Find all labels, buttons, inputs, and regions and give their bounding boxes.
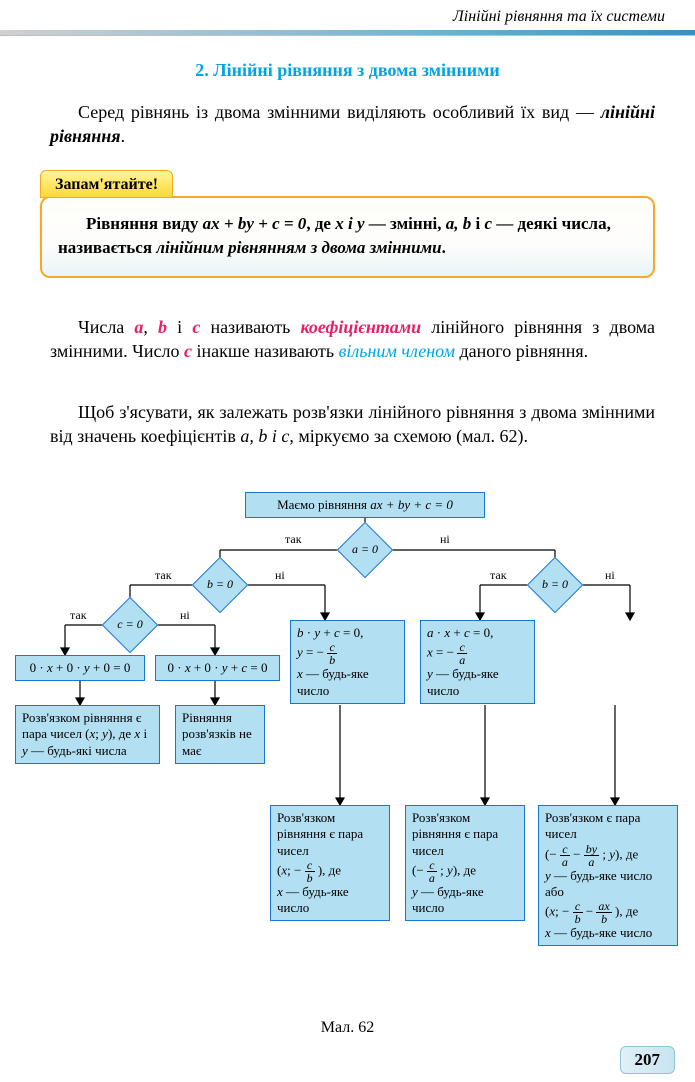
label-yes-1: так xyxy=(285,532,302,547)
remember-xy: x і y xyxy=(335,214,364,233)
section-title: 2. Лінійні рівняння з двома змінними xyxy=(0,60,695,81)
remember-t2: , де xyxy=(306,214,335,233)
diamond-b-right: b = 0 xyxy=(527,571,583,599)
remember-box: Рівняння виду ax + by + c = 0, де x і y … xyxy=(40,196,655,278)
node-sol-any: Розв'язком рівняння є пара чисел (x; y),… xyxy=(15,705,160,764)
figure-caption: Мал. 62 xyxy=(0,1019,695,1037)
diamond-c: c = 0 xyxy=(102,611,158,639)
chapter-header: Лінійні рівняння та їх системи xyxy=(453,8,665,26)
remember-t4: і xyxy=(471,214,484,233)
flowchart: Маємо рівняння ax + by + c = 0 a = 0 b =… xyxy=(20,490,675,992)
start-eq: ax + by + c = 0 xyxy=(370,497,453,512)
diamond-b-left: b = 0 xyxy=(192,571,248,599)
diamond-a: a = 0 xyxy=(337,536,393,564)
page-number: 207 xyxy=(620,1046,676,1074)
p2-t2: називають xyxy=(200,317,300,337)
p2-t1: Числа xyxy=(78,317,134,337)
p2-t4: інакше називають xyxy=(192,341,339,361)
p3-abc: a, b і c xyxy=(240,426,289,446)
remember-c: c xyxy=(484,214,492,233)
remember-eq: ax + by + c = 0 xyxy=(203,214,307,233)
node-sol-none: Рівняння розв'язків не має xyxy=(175,705,265,764)
node-sol-ya: Розв'язком рівняння є пара чисел (− ca ;… xyxy=(405,805,525,921)
node-sol-both: Розв'язком є пара чисел (− ca − bya ; y)… xyxy=(538,805,678,946)
header-rule xyxy=(0,30,695,36)
start-label: Маємо рівняння xyxy=(277,497,370,512)
p2-koef: коефіцієнтами xyxy=(300,317,421,337)
remember-tab: Запам'ятайте! xyxy=(40,170,173,198)
remember-ab: a, b xyxy=(446,214,472,233)
label-no-2: ні xyxy=(275,568,285,583)
label-no-1: ні xyxy=(440,532,450,547)
p2-c2: c xyxy=(184,341,192,361)
node-start: Маємо рівняння ax + by + c = 0 xyxy=(245,492,485,518)
node-ax: a · x + c = 0, x = − ca y — будь-яке чис… xyxy=(420,620,535,704)
node-eq-c: 0 · x + 0 · y + c = 0 xyxy=(155,655,280,681)
node-by: b · y + c = 0, y = − cb x — будь-яке чис… xyxy=(290,620,405,704)
remember-term: лінійним рівнянням з двома змінними xyxy=(156,238,441,257)
remember-t3: — змінні, xyxy=(365,214,446,233)
label-yes-3: так xyxy=(490,568,507,583)
paragraph-scheme: Щоб з'ясувати, як залежать розв'язки лін… xyxy=(50,400,655,449)
p2-b: b xyxy=(158,317,167,337)
node-eq-zero: 0 · x + 0 · y + 0 = 0 xyxy=(15,655,145,681)
remember-t1: Рівняння виду xyxy=(86,214,203,233)
paragraph-coefficients: Числа a, b і c називають коефіцієнтами л… xyxy=(50,315,655,364)
label-yes-4: так xyxy=(70,608,87,623)
p2-t5: даного рівняння. xyxy=(455,341,588,361)
p3-t2: , міркуємо за схемою (мал. 62). xyxy=(289,426,528,446)
p2-a: a xyxy=(134,317,143,337)
p2-free: вільним членом xyxy=(339,341,455,361)
label-yes-2: так xyxy=(155,568,172,583)
label-no-4: ні xyxy=(180,608,190,623)
intro-text: Серед рівнянь із двома змінними виділяют… xyxy=(78,102,601,122)
intro-paragraph: Серед рівнянь із двома змінними виділяют… xyxy=(50,100,655,149)
label-no-3: ні xyxy=(605,568,615,583)
node-sol-xb: Розв'язком рівняння є пара чисел (x; − c… xyxy=(270,805,390,921)
